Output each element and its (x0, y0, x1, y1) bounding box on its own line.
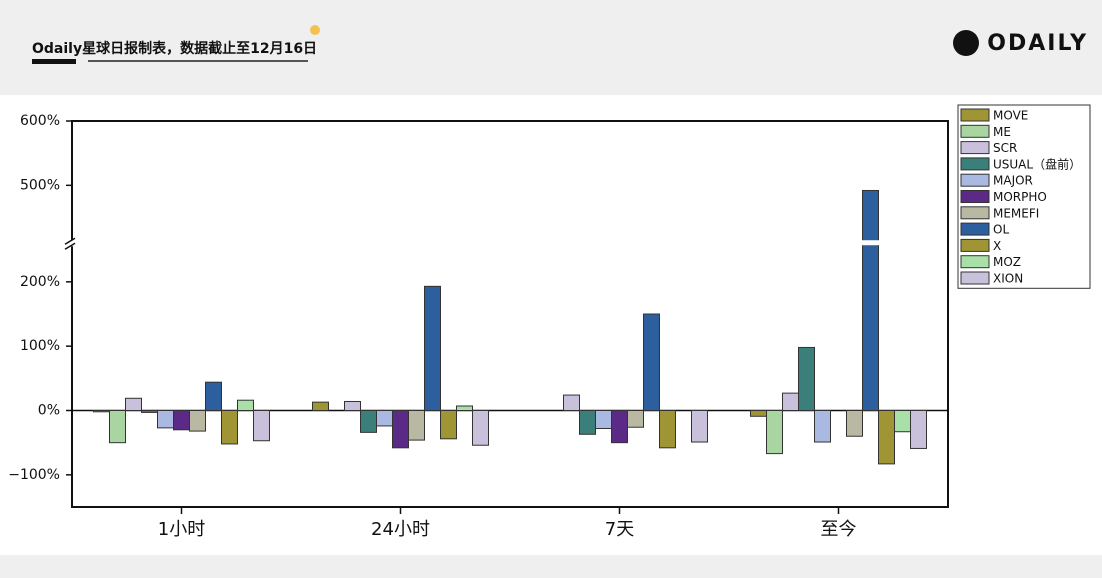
legend-label: MORPHO (993, 190, 1047, 204)
bar (862, 189, 879, 411)
logo-text: ODAILY (987, 30, 1088, 56)
bar (173, 410, 190, 431)
legend-label: MOVE (993, 109, 1028, 123)
axis-break-mark (64, 242, 76, 250)
x-tick-label: 24小时 (371, 519, 430, 540)
bar (894, 410, 911, 433)
x-tick-label: 至今 (821, 519, 857, 540)
header-dot (310, 25, 320, 35)
bar (408, 410, 425, 441)
legend-label: OL (993, 223, 1009, 237)
bar (750, 410, 767, 417)
header-underline (32, 59, 76, 64)
legend-swatch (960, 157, 990, 171)
bar (627, 410, 644, 428)
bar (344, 400, 361, 412)
bar (109, 410, 126, 444)
bar (472, 410, 489, 446)
bar (782, 392, 799, 412)
bar (157, 410, 174, 429)
legend-label: MOZ (993, 255, 1021, 269)
bar (440, 410, 457, 440)
y-tick-label: 200% (20, 274, 60, 290)
bar (141, 410, 158, 413)
axis-break-gap (66, 240, 78, 247)
bar (189, 410, 206, 432)
legend-label: USUAL（盘前） (993, 156, 1081, 171)
y-tick-label: 0% (38, 403, 60, 419)
bar (237, 399, 254, 411)
legend-label: XION (993, 272, 1023, 286)
y-tick-label: −100% (8, 467, 60, 483)
bar (659, 410, 676, 449)
header-title: Odaily星球日报制表，数据截止至12月16日 (32, 41, 318, 57)
bar (360, 410, 377, 433)
bar (595, 410, 612, 430)
legend-label: MEMEFI (993, 206, 1039, 220)
logo: ODAILY (953, 30, 1088, 56)
bar (846, 410, 863, 437)
bar (611, 410, 628, 444)
footer-band (0, 555, 1102, 578)
logo-icon (953, 30, 980, 56)
legend-swatch (960, 238, 990, 252)
legend-label: X (993, 239, 1001, 253)
bar (563, 394, 580, 411)
legend-label: SCR (993, 141, 1017, 155)
bar (691, 410, 708, 443)
bar (253, 410, 270, 442)
legend-swatch (960, 141, 990, 155)
legend-swatch (960, 190, 990, 203)
x-tick-label: 7天 (605, 519, 634, 540)
legend-swatch (960, 206, 990, 220)
y-tick-label: 100% (20, 338, 60, 354)
bar-break-gap (861, 240, 880, 246)
legend-swatch (960, 124, 990, 138)
legend-swatch (960, 271, 990, 285)
bar (814, 410, 831, 443)
y-tick-label: 500% (20, 177, 60, 193)
axis-break-mark (64, 237, 76, 245)
legend-swatch (960, 108, 990, 122)
legend-swatch (960, 222, 990, 236)
plot-frame (71, 120, 949, 508)
bar (910, 410, 927, 449)
bar (376, 410, 393, 427)
bar (125, 397, 142, 412)
y-tick-label: 600% (20, 113, 60, 129)
bar (456, 405, 473, 412)
bar (392, 410, 409, 449)
bar (221, 410, 238, 445)
bar (312, 401, 329, 411)
bar (205, 381, 222, 411)
bar (579, 410, 596, 435)
legend-swatch (960, 173, 990, 187)
bar (643, 313, 660, 411)
bar (878, 410, 895, 465)
legend-label: MAJOR (993, 174, 1033, 188)
bar (424, 285, 441, 411)
header-rule (88, 60, 308, 62)
bar (93, 410, 110, 413)
bar (798, 346, 815, 412)
legend-swatch (960, 255, 990, 269)
bar (766, 410, 783, 455)
legend-label: ME (993, 125, 1011, 139)
x-tick-label: 1小时 (158, 519, 205, 540)
header: Odaily星球日报制表，数据截止至12月16日 ODAILY (0, 0, 1102, 95)
